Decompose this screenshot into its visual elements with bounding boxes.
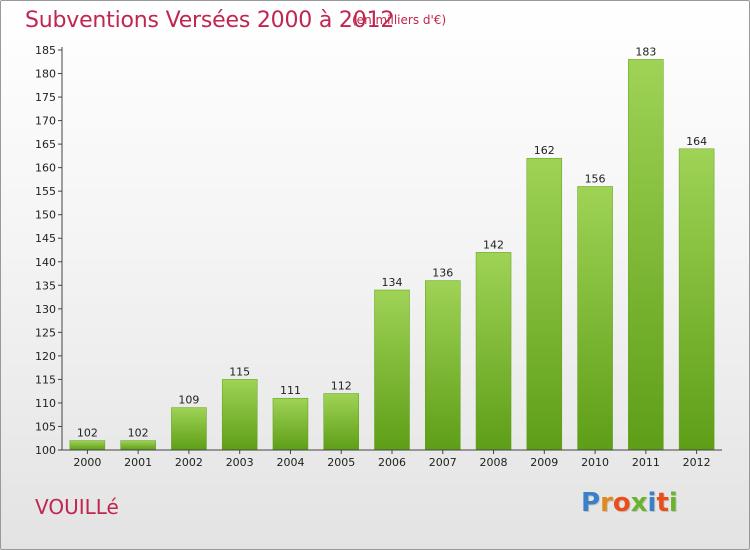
- x-tick-label-2000: 2000: [73, 456, 101, 469]
- y-tick-label: 180: [35, 68, 56, 81]
- x-tick-label-2001: 2001: [124, 456, 152, 469]
- x-tick-label-2011: 2011: [632, 456, 660, 469]
- bar-2002: [171, 407, 207, 451]
- value-label-2004: 111: [280, 384, 301, 397]
- value-label-2006: 134: [382, 276, 403, 289]
- y-tick-label: 105: [35, 420, 56, 433]
- x-tick-label-2012: 2012: [683, 456, 711, 469]
- bar-2000: [69, 440, 106, 451]
- proxiti-logo: Proxiti: [581, 488, 678, 518]
- x-tick-label-2006: 2006: [378, 456, 406, 469]
- x-tick-label-2008: 2008: [480, 456, 508, 469]
- value-label-2010: 156: [585, 172, 606, 185]
- chart-subtitle: (en milliers d'€): [352, 13, 447, 27]
- y-tick-label: 155: [35, 185, 56, 198]
- value-label-2003: 115: [229, 365, 250, 378]
- y-tick-label: 185: [35, 44, 56, 57]
- y-tick-label: 150: [35, 209, 56, 222]
- logo-letter: r: [600, 488, 613, 518]
- y-tick-label: 115: [35, 373, 56, 386]
- x-tick-label-2009: 2009: [530, 456, 558, 469]
- value-label-2001: 102: [128, 427, 149, 440]
- value-label-2002: 109: [178, 394, 199, 407]
- value-label-2012: 164: [686, 135, 707, 148]
- bar-2008: [475, 252, 512, 451]
- x-tick-label-2002: 2002: [175, 456, 203, 469]
- logo-letter: P: [581, 488, 601, 518]
- bar-2003: [221, 379, 258, 451]
- x-tick-label-2003: 2003: [226, 456, 254, 469]
- y-tick-label: 135: [35, 279, 56, 292]
- y-tick-label: 100: [35, 444, 56, 457]
- y-tick-label: 140: [35, 256, 56, 269]
- bar-2010: [577, 186, 613, 451]
- y-tick-label: 160: [35, 162, 56, 175]
- logo-letter: i: [668, 488, 678, 518]
- logo-letter: x: [630, 488, 648, 518]
- y-tick-label: 120: [35, 350, 56, 363]
- logo-letter: i: [647, 488, 657, 518]
- bar-2007: [425, 280, 461, 451]
- y-axis: 100 105 110 115 120 125 130 135 140 145 150 155 160 1…: [35, 44, 63, 457]
- y-tick-label: 165: [35, 138, 56, 151]
- bar-2001: [120, 440, 156, 451]
- bars: 102 102 109 115 111 112 134 136 142 162 156 183 164: [69, 45, 715, 451]
- chart-title: Subventions Versées 2000 à 2012: [25, 8, 395, 33]
- value-label-2009: 162: [534, 144, 555, 157]
- x-tick-label-2010: 2010: [581, 456, 609, 469]
- logo-letter: o: [612, 488, 631, 518]
- y-tick-label: 110: [35, 397, 56, 410]
- x-axis: 2000 2001 2002 2003 2004 2005 2006 2007 2008 2009…: [62, 449, 722, 469]
- x-tick-label-2005: 2005: [327, 456, 355, 469]
- bar-2005: [323, 393, 359, 451]
- y-tick-label: 145: [35, 232, 56, 245]
- bar-2004: [272, 397, 309, 451]
- x-tick-label-2007: 2007: [429, 456, 457, 469]
- bar-2006: [374, 289, 410, 451]
- value-label-2005: 112: [331, 380, 352, 393]
- value-label-2000: 102: [77, 427, 98, 440]
- bar-2009: [526, 157, 563, 451]
- x-tick-label-2004: 2004: [276, 456, 304, 469]
- y-tick-label: 170: [35, 115, 56, 128]
- bar-2011: [628, 59, 664, 451]
- y-tick-label: 175: [35, 91, 56, 104]
- y-tick-label: 130: [35, 303, 56, 316]
- value-label-2008: 142: [483, 238, 504, 251]
- bar-2012: [678, 148, 715, 451]
- value-label-2007: 136: [432, 267, 453, 280]
- y-tick-label: 125: [35, 326, 56, 339]
- logo-letter: t: [656, 488, 669, 518]
- commune-name: VOUILLé: [35, 495, 119, 519]
- value-label-2011: 183: [635, 45, 656, 58]
